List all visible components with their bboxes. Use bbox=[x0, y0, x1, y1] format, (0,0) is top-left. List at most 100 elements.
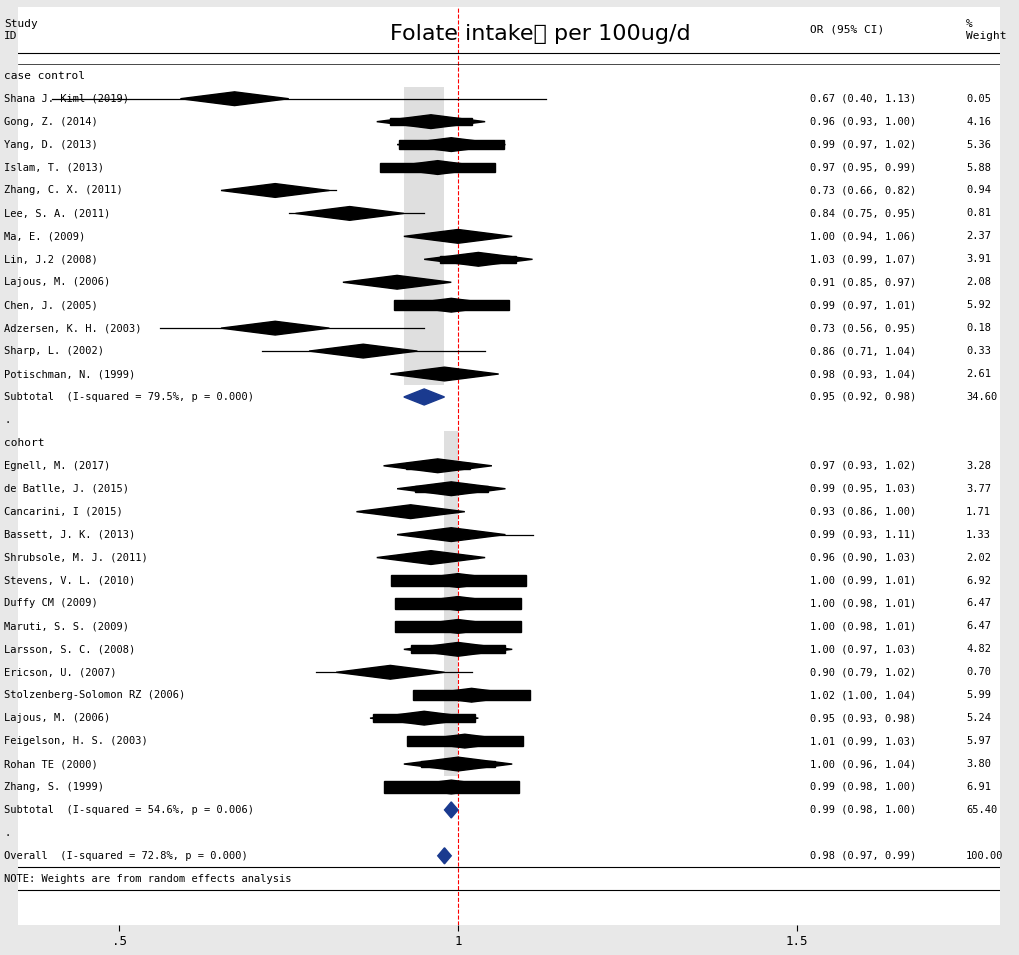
Text: 0.95 (0.93, 0.98): 0.95 (0.93, 0.98) bbox=[809, 713, 915, 723]
Polygon shape bbox=[396, 780, 505, 794]
FancyBboxPatch shape bbox=[390, 575, 525, 586]
Text: 0.99 (0.93, 1.11): 0.99 (0.93, 1.11) bbox=[809, 530, 915, 540]
FancyBboxPatch shape bbox=[394, 598, 521, 608]
Text: 0.97 (0.95, 0.99): 0.97 (0.95, 0.99) bbox=[809, 162, 915, 173]
Text: 6.47: 6.47 bbox=[965, 622, 990, 631]
Text: 65.40: 65.40 bbox=[965, 805, 997, 815]
Text: 0.98 (0.97, 0.99): 0.98 (0.97, 0.99) bbox=[809, 851, 915, 860]
Text: 0.94: 0.94 bbox=[965, 185, 990, 196]
Text: Bassett, J. K. (2013): Bassett, J. K. (2013) bbox=[4, 530, 136, 540]
FancyBboxPatch shape bbox=[414, 486, 487, 492]
Text: .: . bbox=[4, 828, 10, 838]
Text: case control: case control bbox=[4, 71, 86, 81]
FancyBboxPatch shape bbox=[411, 556, 450, 560]
Text: 0.73 (0.66, 0.82): 0.73 (0.66, 0.82) bbox=[809, 185, 915, 196]
FancyBboxPatch shape bbox=[438, 534, 464, 536]
Text: 5.24: 5.24 bbox=[965, 713, 990, 723]
Text: 0.93 (0.86, 1.00): 0.93 (0.86, 1.00) bbox=[809, 507, 915, 517]
FancyBboxPatch shape bbox=[434, 234, 481, 239]
Text: 34.60: 34.60 bbox=[965, 392, 997, 402]
Text: %
Weight: % Weight bbox=[965, 19, 1006, 41]
Text: 0.99 (0.98, 1.00): 0.99 (0.98, 1.00) bbox=[809, 805, 915, 815]
Polygon shape bbox=[336, 666, 444, 679]
Text: 0.18: 0.18 bbox=[965, 323, 990, 333]
Text: 4.16: 4.16 bbox=[965, 117, 990, 127]
Text: 1.33: 1.33 bbox=[965, 530, 990, 540]
Polygon shape bbox=[396, 482, 505, 496]
FancyBboxPatch shape bbox=[407, 736, 523, 746]
Text: 0.33: 0.33 bbox=[965, 346, 990, 356]
Polygon shape bbox=[180, 92, 288, 106]
FancyBboxPatch shape bbox=[269, 328, 281, 329]
Polygon shape bbox=[404, 620, 512, 633]
Text: 3.80: 3.80 bbox=[965, 759, 990, 769]
Polygon shape bbox=[383, 459, 491, 473]
Text: Lajous, M. (2006): Lajous, M. (2006) bbox=[4, 713, 110, 723]
Polygon shape bbox=[396, 138, 505, 152]
Text: Lajous, M. (2006): Lajous, M. (2006) bbox=[4, 277, 110, 287]
Text: Potischman, N. (1999): Potischman, N. (1999) bbox=[4, 369, 136, 379]
Text: 0.99 (0.97, 1.02): 0.99 (0.97, 1.02) bbox=[809, 139, 915, 150]
Text: 5.36: 5.36 bbox=[965, 139, 990, 150]
FancyBboxPatch shape bbox=[393, 300, 508, 310]
Text: 1.03 (0.99, 1.07): 1.03 (0.99, 1.07) bbox=[809, 254, 915, 265]
Polygon shape bbox=[437, 848, 450, 864]
Polygon shape bbox=[404, 597, 512, 610]
Text: 2.08: 2.08 bbox=[965, 277, 990, 287]
Text: 6.47: 6.47 bbox=[965, 599, 990, 608]
FancyBboxPatch shape bbox=[383, 781, 518, 793]
Text: cohort: cohort bbox=[4, 437, 45, 448]
FancyBboxPatch shape bbox=[394, 621, 521, 631]
Polygon shape bbox=[404, 229, 512, 244]
Polygon shape bbox=[309, 344, 417, 358]
Text: Lin, J.2 (2008): Lin, J.2 (2008) bbox=[4, 254, 98, 265]
Text: OR (95% CI): OR (95% CI) bbox=[809, 25, 883, 35]
Polygon shape bbox=[376, 115, 485, 129]
Text: 0.95 (0.92, 0.98): 0.95 (0.92, 0.98) bbox=[809, 392, 915, 402]
Text: Feigelson, H. S. (2003): Feigelson, H. S. (2003) bbox=[4, 736, 148, 746]
Text: Chen, J. (2005): Chen, J. (2005) bbox=[4, 300, 98, 310]
Text: 1.00 (0.97, 1.03): 1.00 (0.97, 1.03) bbox=[809, 645, 915, 654]
Text: 0.70: 0.70 bbox=[965, 668, 990, 677]
Polygon shape bbox=[404, 757, 512, 771]
Text: Cancarini, I (2015): Cancarini, I (2015) bbox=[4, 507, 123, 517]
Text: Zhang, C. X. (2011): Zhang, C. X. (2011) bbox=[4, 185, 123, 196]
Text: 0.90 (0.79, 1.02): 0.90 (0.79, 1.02) bbox=[809, 668, 915, 677]
Polygon shape bbox=[404, 389, 444, 405]
Text: Sharp, L. (2002): Sharp, L. (2002) bbox=[4, 346, 104, 356]
Polygon shape bbox=[424, 252, 532, 266]
Text: 1.00 (0.98, 1.01): 1.00 (0.98, 1.01) bbox=[809, 622, 915, 631]
Text: 3.77: 3.77 bbox=[965, 484, 990, 494]
Text: 2.02: 2.02 bbox=[965, 553, 990, 562]
Text: .: . bbox=[4, 414, 10, 425]
Text: 0.96 (0.93, 1.00): 0.96 (0.93, 1.00) bbox=[809, 117, 915, 127]
Text: Zhang, S. (1999): Zhang, S. (1999) bbox=[4, 782, 104, 792]
Text: 2.61: 2.61 bbox=[965, 369, 990, 379]
Polygon shape bbox=[396, 528, 505, 541]
FancyBboxPatch shape bbox=[398, 140, 503, 149]
FancyBboxPatch shape bbox=[383, 671, 396, 673]
Text: Egnell, M. (2017): Egnell, M. (2017) bbox=[4, 461, 110, 471]
Text: de Batlle, J. (2015): de Batlle, J. (2015) bbox=[4, 484, 129, 494]
Bar bbox=[444, 432, 458, 775]
Polygon shape bbox=[417, 689, 525, 702]
Text: 5.92: 5.92 bbox=[965, 300, 990, 310]
Text: 0.98 (0.93, 1.04): 0.98 (0.93, 1.04) bbox=[809, 369, 915, 379]
Text: NOTE: Weights are from random effects analysis: NOTE: Weights are from random effects an… bbox=[4, 874, 291, 883]
Text: Overall  (I-squared = 72.8%, p = 0.000): Overall (I-squared = 72.8%, p = 0.000) bbox=[4, 851, 248, 860]
Text: 1.00 (0.98, 1.01): 1.00 (0.98, 1.01) bbox=[809, 599, 915, 608]
Polygon shape bbox=[296, 206, 404, 221]
Text: 3.28: 3.28 bbox=[965, 461, 990, 471]
Text: 0.86 (0.71, 1.04): 0.86 (0.71, 1.04) bbox=[809, 346, 915, 356]
FancyBboxPatch shape bbox=[421, 761, 494, 767]
Polygon shape bbox=[356, 505, 465, 519]
Text: 5.99: 5.99 bbox=[965, 690, 990, 700]
Polygon shape bbox=[370, 711, 478, 725]
FancyBboxPatch shape bbox=[376, 281, 417, 284]
Text: 1.00 (0.94, 1.06): 1.00 (0.94, 1.06) bbox=[809, 231, 915, 242]
FancyBboxPatch shape bbox=[411, 646, 504, 653]
Text: 2.37: 2.37 bbox=[965, 231, 990, 242]
Text: Subtotal  (I-squared = 54.6%, p = 0.006): Subtotal (I-squared = 54.6%, p = 0.006) bbox=[4, 805, 254, 815]
Text: Adzersen, K. H. (2003): Adzersen, K. H. (2003) bbox=[4, 323, 142, 333]
Text: Stevens, V. L. (2010): Stevens, V. L. (2010) bbox=[4, 576, 136, 585]
